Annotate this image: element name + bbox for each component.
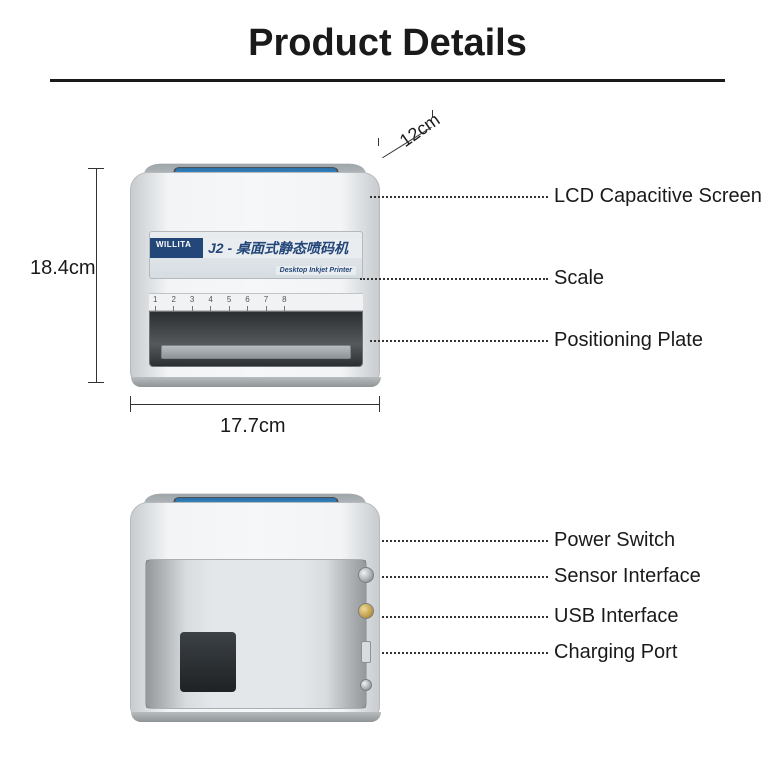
dimension-height-line: [96, 168, 97, 383]
ruler-mark: 6: [245, 295, 249, 304]
ruler-mark: 7: [264, 295, 268, 304]
callout-sensor: Sensor Interface: [382, 565, 701, 588]
callout-charging: Charging Port: [382, 641, 677, 664]
callout-label: Power Switch: [548, 529, 675, 552]
dimension-height: 18.4cm: [30, 257, 96, 280]
device-front-view: WILLITA J2 - 桌面式静态喷码机 Desktop Inkjet Pri…: [130, 137, 380, 382]
ruler-mark: 2: [171, 295, 175, 304]
ruler-mark: 5: [227, 295, 231, 304]
model-text: J2 - 桌面式静态喷码机: [208, 238, 348, 258]
ink-cartridge: [180, 632, 236, 692]
callout-lcd: LCD Capacitive Screen: [370, 185, 762, 208]
port-column: [350, 559, 380, 709]
device-body-front: WILLITA J2 - 桌面式静态喷码机 Desktop Inkjet Pri…: [130, 172, 380, 382]
open-cavity: [145, 559, 367, 709]
callout-label: Scale: [548, 267, 604, 290]
brand-text: WILLITA: [156, 240, 191, 249]
callout-label: Positioning Plate: [548, 329, 703, 352]
ruler-mark: 3: [190, 295, 194, 304]
callout-label: USB Interface: [548, 605, 679, 628]
ruler-mark: 8: [282, 295, 286, 304]
callout-label: Sensor Interface: [548, 565, 701, 588]
callout-usb: USB Interface: [382, 605, 679, 628]
callout-label: LCD Capacitive Screen: [548, 185, 762, 208]
callout-scale: Scale: [360, 267, 604, 290]
device-back-view: [130, 467, 380, 717]
brand-label-panel: WILLITA J2 - 桌面式静态喷码机 Desktop Inkjet Pri…: [149, 231, 363, 279]
diagram-canvas: WILLITA J2 - 桌面式静态喷码机 Desktop Inkjet Pri…: [0, 82, 775, 762]
usb-interface-port: [361, 641, 371, 663]
ruler-mark: 4: [208, 295, 212, 304]
power-switch-port: [358, 567, 374, 583]
callout-plate: Positioning Plate: [370, 329, 703, 352]
scale-ruler: 1 2 3 4 5 6 7 8: [149, 293, 363, 311]
dimension-width-line: [130, 404, 380, 405]
base-lip-back: [131, 712, 381, 722]
sensor-interface-port: [358, 603, 374, 619]
base-lip: [131, 377, 381, 387]
charging-port: [360, 679, 372, 691]
callout-power: Power Switch: [382, 529, 675, 552]
device-body-back: [130, 502, 380, 717]
callout-label: Charging Port: [548, 641, 677, 664]
positioning-plate: [161, 345, 351, 359]
page-title: Product Details: [0, 0, 775, 65]
dimension-width: 17.7cm: [220, 415, 286, 438]
subtitle-text: Desktop Inkjet Printer: [276, 266, 356, 275]
ruler-mark: 1: [153, 295, 157, 304]
